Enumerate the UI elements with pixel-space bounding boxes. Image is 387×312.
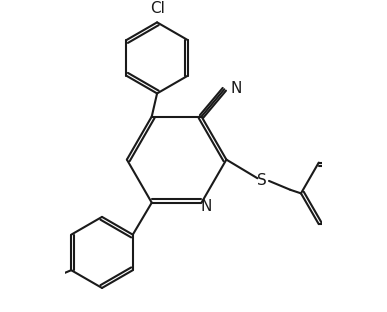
- Text: Cl: Cl: [150, 1, 164, 16]
- Text: N: N: [231, 81, 242, 96]
- Text: S: S: [257, 173, 267, 188]
- Text: N: N: [200, 199, 212, 214]
